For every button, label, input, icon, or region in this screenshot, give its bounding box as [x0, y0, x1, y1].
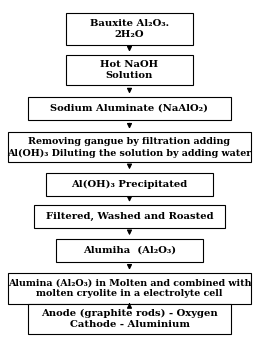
Text: Filtered, Washed and Roasted: Filtered, Washed and Roasted — [46, 212, 213, 221]
Bar — [8, 132, 251, 163]
Text: Removing gangue by filtration adding
Al(OH)₃ Diluting the solution by adding wat: Removing gangue by filtration adding Al(… — [7, 137, 252, 157]
Text: Alumiha  (Al₂O₃): Alumiha (Al₂O₃) — [83, 246, 176, 255]
Text: Anode (graphite rods) - Oxygen
Cathode - Aluminium: Anode (graphite rods) - Oxygen Cathode -… — [41, 309, 218, 329]
Bar — [34, 205, 225, 228]
Bar — [66, 55, 193, 85]
Text: Alumina (Al₂O₃) in Molten and combined with
molten cryolite in a electrolyte cel: Alumina (Al₂O₃) in Molten and combined w… — [8, 279, 251, 299]
Bar — [46, 173, 213, 196]
Bar — [66, 13, 193, 45]
Bar — [28, 97, 231, 120]
Bar — [28, 303, 231, 334]
Bar — [56, 239, 203, 262]
Text: Al(OH)₃ Precipitated: Al(OH)₃ Precipitated — [71, 180, 188, 189]
Text: Sodium Aluminate (NaAlO₂): Sodium Aluminate (NaAlO₂) — [51, 104, 208, 113]
Text: Bauxite Al₂O₃.
2H₂O: Bauxite Al₂O₃. 2H₂O — [90, 19, 169, 39]
Bar — [8, 273, 251, 303]
Text: Hot NaOH
Solution: Hot NaOH Solution — [100, 60, 159, 80]
